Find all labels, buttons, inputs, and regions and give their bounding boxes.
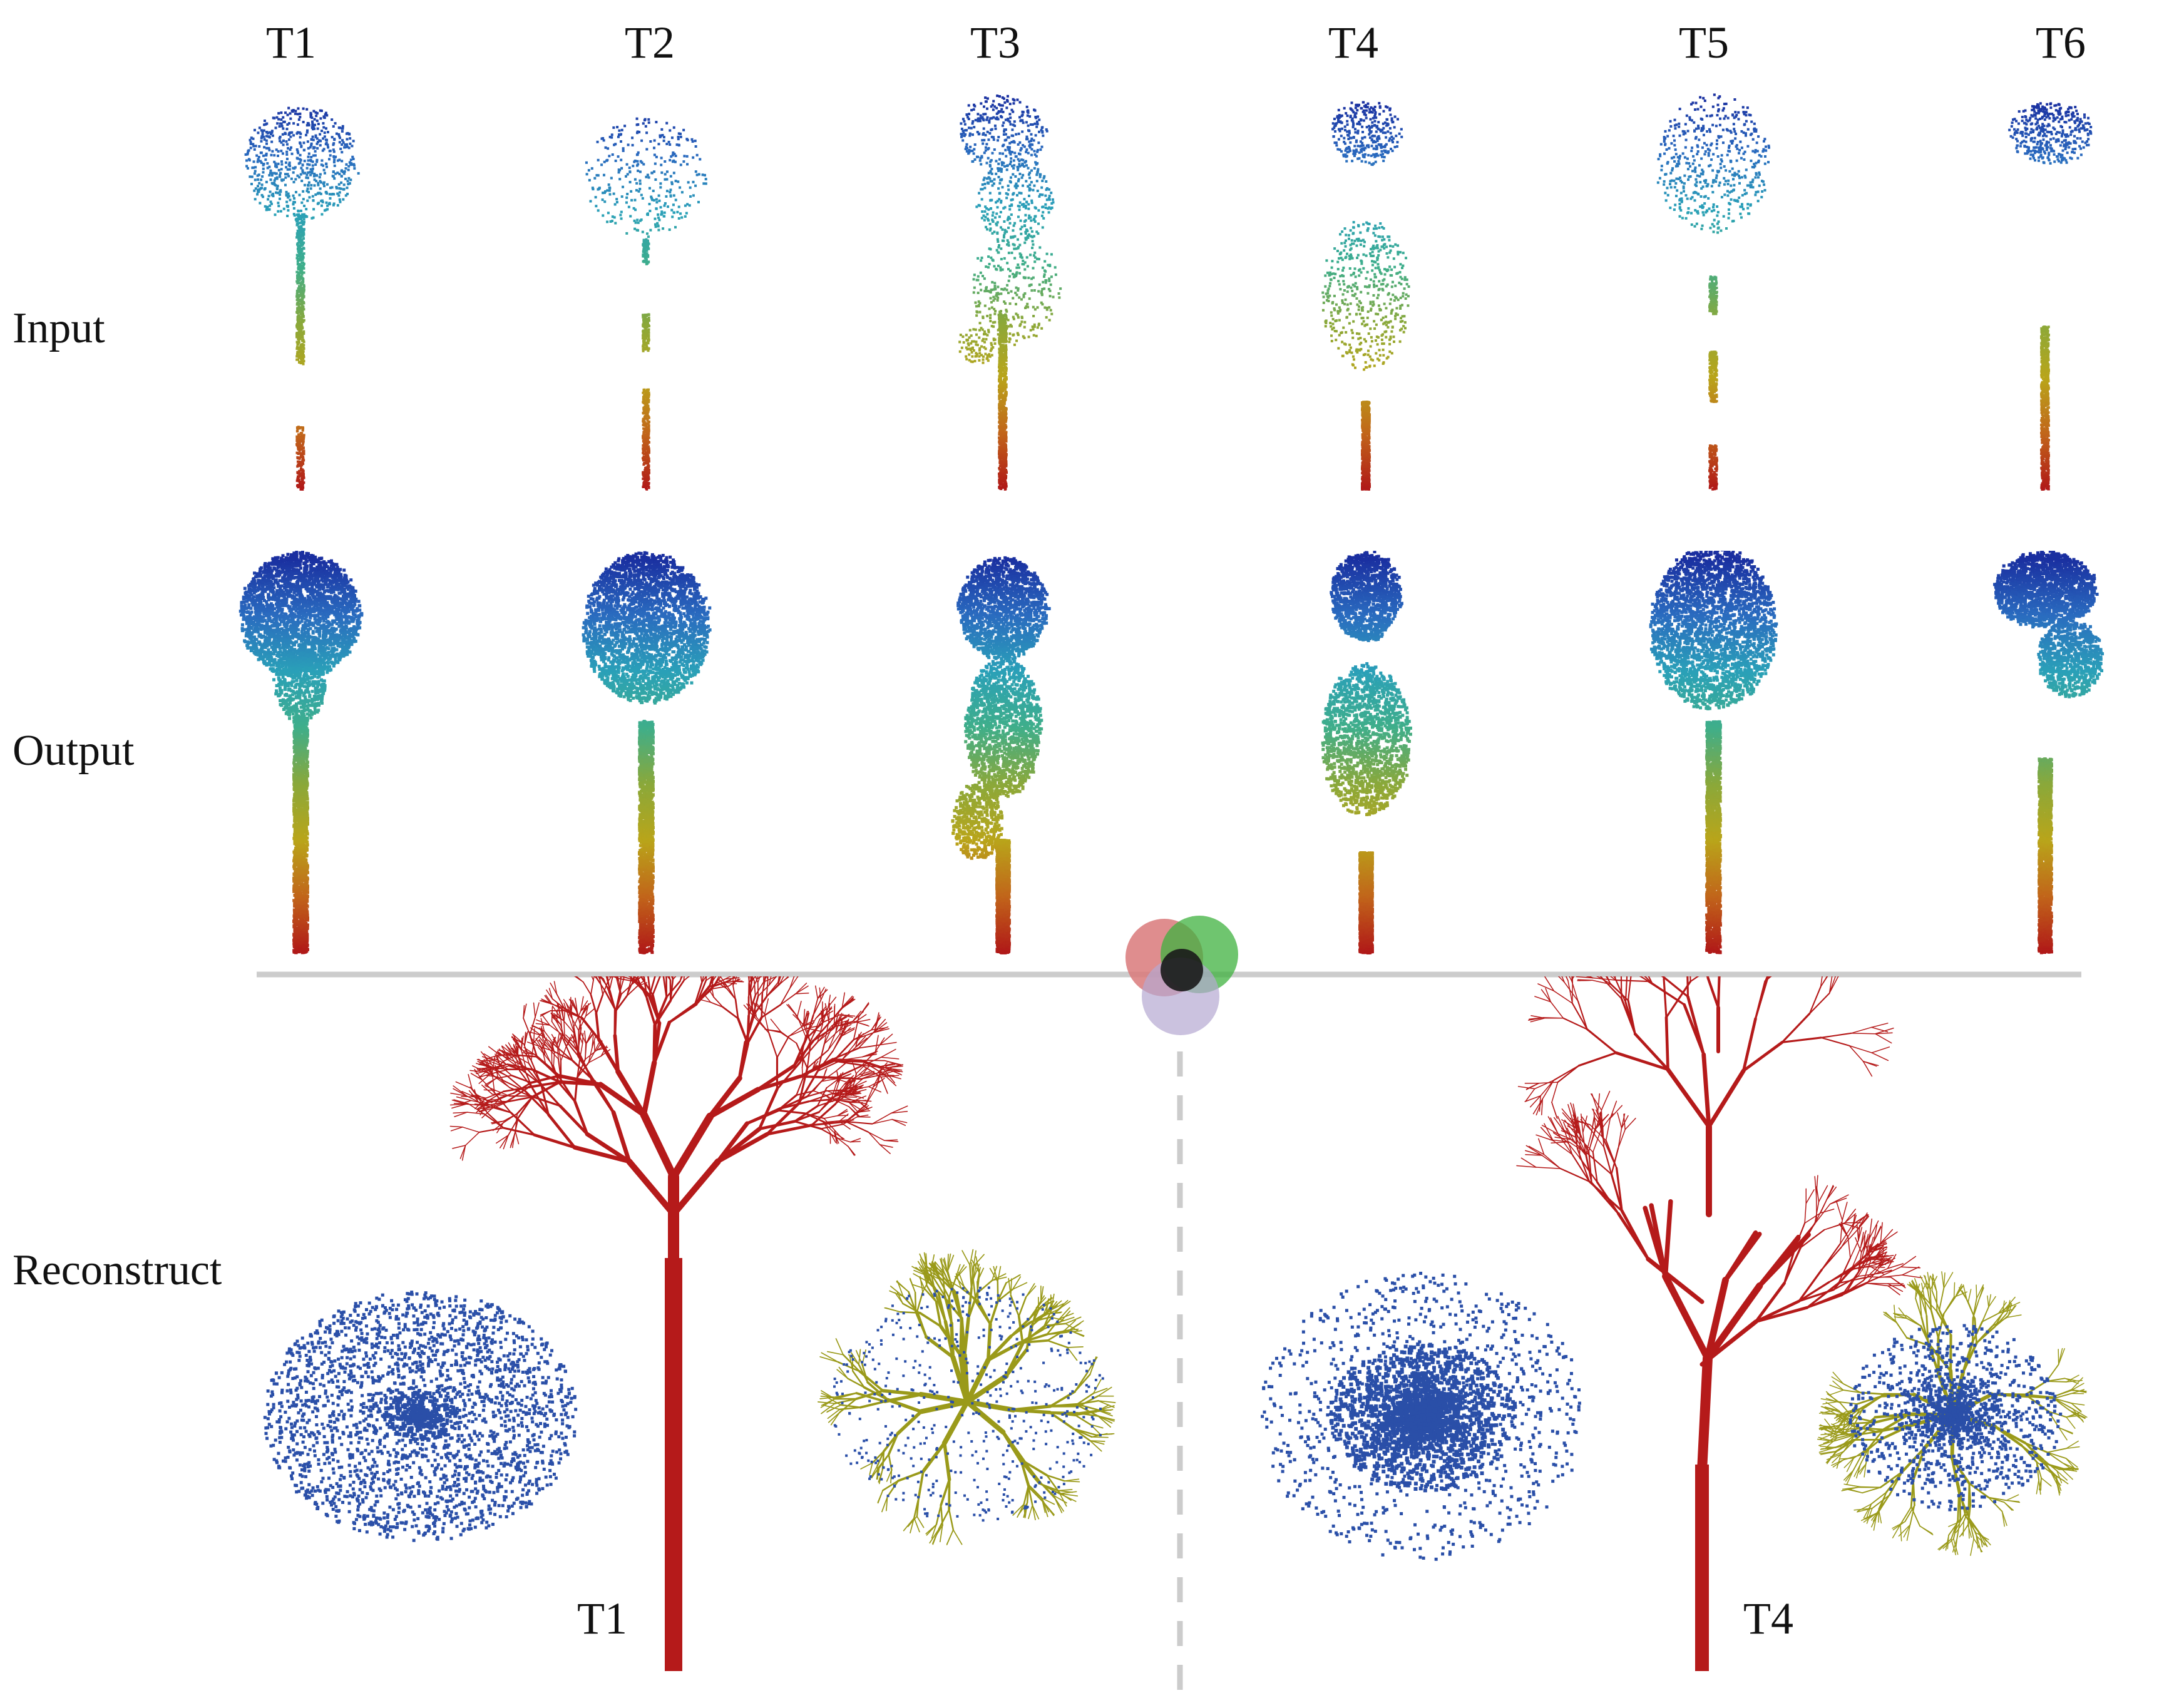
input-row <box>0 88 2184 501</box>
column-label-t5: T5 <box>1679 20 1729 65</box>
output-row <box>0 551 2184 958</box>
column-label-t6: T6 <box>2036 20 2086 65</box>
row-label-output: Output <box>13 729 134 773</box>
input-point-clouds <box>244 93 2093 491</box>
divider-layer <box>257 916 2081 1703</box>
column-label-t2: T2 <box>625 20 675 65</box>
reconstruct-label-t4: T4 <box>1743 1596 1793 1641</box>
reconstruct-row <box>0 976 2184 1703</box>
venn-logo-icon <box>1125 916 1238 1035</box>
column-label-t1: T1 <box>266 20 316 65</box>
reconstruction-visuals <box>263 976 2088 1671</box>
reconstruct-label-t1: T1 <box>577 1596 627 1641</box>
row-label-input: Input <box>13 307 105 350</box>
output-point-clouds <box>238 551 2105 954</box>
column-label-t4: T4 <box>1328 20 1378 65</box>
column-label-t3: T3 <box>970 20 1020 65</box>
row-label-reconstruct: Reconstruct <box>13 1249 222 1292</box>
